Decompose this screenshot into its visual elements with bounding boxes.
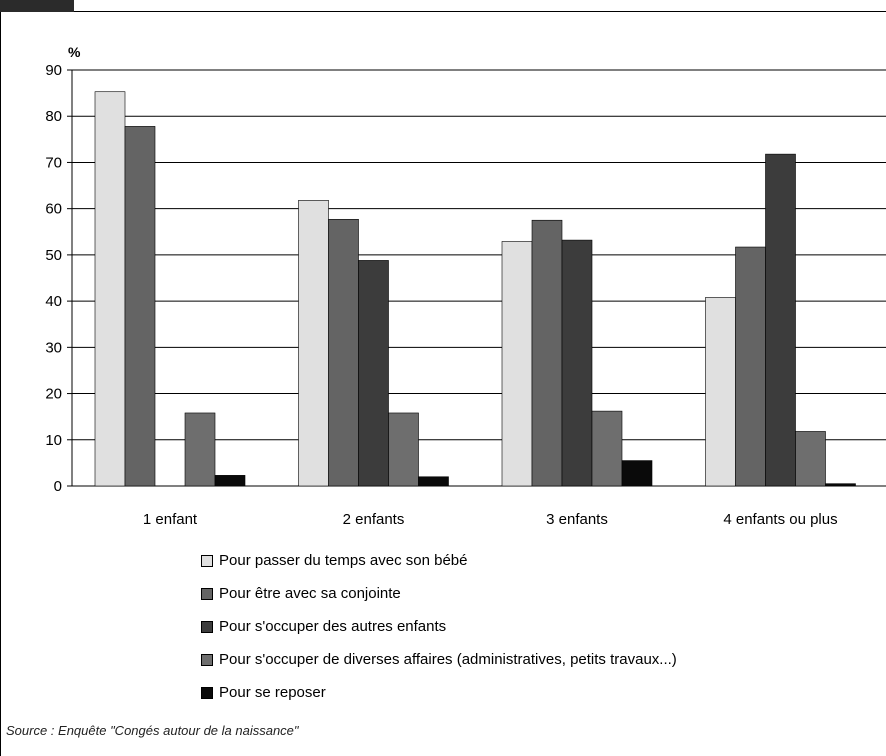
- legend-label: Pour être avec sa conjointe: [219, 585, 401, 602]
- legend-label: Pour s'occuper de diverses affaires (adm…: [219, 651, 677, 668]
- legend-swatch: [201, 686, 213, 699]
- legend-swatch: [201, 554, 213, 567]
- bar-5-1: [214, 475, 246, 487]
- corner-tab: [0, 0, 74, 12]
- y-tick-label: 0: [54, 478, 62, 495]
- frame-top-rule: [74, 11, 886, 12]
- y-tick-label: 90: [45, 62, 62, 79]
- bar-4-1: [184, 412, 216, 487]
- category-label: 1 enfant: [143, 511, 198, 528]
- bar-2-4: [735, 246, 766, 487]
- y-tick-label: 80: [45, 108, 62, 125]
- source-note: Source : Enquête "Congés autour de la na…: [6, 723, 299, 738]
- y-tick-label: 50: [45, 247, 62, 264]
- bar-1-3: [501, 241, 533, 487]
- legend-item: Pour se reposer: [201, 676, 677, 709]
- bar-1-4: [705, 297, 736, 487]
- legend-item: Pour s'occuper des autres enfants: [201, 610, 677, 643]
- y-tick-label: 70: [45, 154, 62, 171]
- bar-2-3: [531, 219, 563, 487]
- bars: [94, 91, 856, 487]
- legend-swatch: [201, 587, 213, 600]
- y-tick-label: 60: [45, 201, 62, 218]
- y-tick-label: 10: [45, 432, 62, 449]
- legend-item: Pour être avec sa conjointe: [201, 577, 677, 610]
- legend-swatch: [201, 653, 213, 666]
- bar-4-4: [795, 431, 826, 487]
- category-label: 2 enfants: [343, 511, 405, 528]
- category-label: 3 enfants: [546, 511, 608, 528]
- bar-2-1: [124, 126, 156, 487]
- y-tick-label: 20: [45, 386, 62, 403]
- bar-3-3: [561, 239, 593, 487]
- frame-left-rule: [0, 12, 1, 756]
- legend-label: Pour se reposer: [219, 684, 326, 701]
- bar-3-4: [765, 153, 796, 487]
- legend: Pour passer du temps avec son bébé Pour ê…: [201, 544, 677, 709]
- y-tick-label: 30: [45, 339, 62, 356]
- legend-label: Pour s'occuper des autres enfants: [219, 618, 447, 635]
- y-tick-label: 40: [45, 293, 62, 310]
- legend-swatch: [201, 620, 213, 633]
- category-labels: 1 enfant 2 enfants 3 enfants 4 enfants ou p…: [143, 511, 838, 528]
- bar-1-2: [298, 200, 329, 487]
- y-axis-label: %: [68, 44, 81, 60]
- legend-label: Pour passer du temps avec son bébé: [219, 552, 468, 569]
- bar-5-2: [418, 476, 449, 487]
- legend-item: Pour s'occuper de diverses affaires (adm…: [201, 643, 677, 676]
- bar-4-3: [591, 410, 623, 487]
- bar-chart: 0 10 20 30 40 50 60 70 80 90 1 enfant 2 enfants 3 e…: [45, 44, 886, 528]
- bar-2-2: [328, 218, 359, 487]
- bar-5-4: [825, 483, 856, 487]
- bar-3-2: [358, 260, 389, 487]
- bar-1-1: [94, 91, 126, 487]
- bar-4-2: [388, 412, 419, 487]
- y-tick-labels: 0 10 20 30 40 50 60 70 80 90: [45, 62, 62, 495]
- legend-item: Pour passer du temps avec son bébé: [201, 544, 677, 577]
- bar-5-3: [621, 460, 653, 487]
- category-label: 4 enfants ou plus: [723, 511, 837, 528]
